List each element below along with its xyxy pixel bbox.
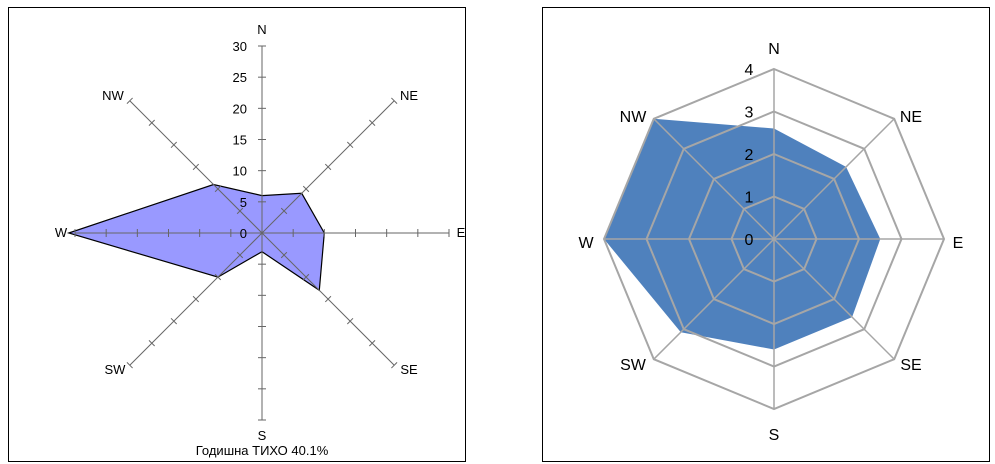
axis-se xyxy=(773,238,895,360)
axis-tick xyxy=(302,273,310,281)
radial-tick-label: 25 xyxy=(233,70,247,85)
axis-tick xyxy=(148,119,155,126)
axis-ne xyxy=(773,118,895,240)
direction-label-e: E xyxy=(953,235,964,252)
axis-tick xyxy=(369,340,376,347)
axis-tick xyxy=(192,295,200,303)
direction-label-se: SE xyxy=(900,357,921,374)
axis-tick xyxy=(280,251,288,259)
wind-rose-left-panel: 0 5 10 15 20 25 30 N NE E SE S SW W NW Годишна ТИХО 40.… xyxy=(8,7,466,462)
radial-tick-label: 0 xyxy=(745,232,754,249)
axis-tick xyxy=(126,97,133,104)
axis-tick xyxy=(280,207,288,215)
wind-rose-right-panel: 0 1 2 3 4 N NE E SE S SW W NW xyxy=(542,7,990,462)
direction-label-sw: SW xyxy=(620,357,647,374)
axis-tick xyxy=(391,362,398,369)
axis-tick xyxy=(324,295,332,303)
axis-tick xyxy=(170,317,178,325)
radial-tick-label: 20 xyxy=(233,101,247,116)
radial-tick-label: 3 xyxy=(745,105,754,122)
direction-label-s: S xyxy=(258,428,267,443)
direction-label-nw: NW xyxy=(620,109,648,126)
frequency-polygon xyxy=(604,118,881,350)
axis-tick xyxy=(192,163,200,171)
axis-nw xyxy=(653,118,775,240)
axis-sw xyxy=(653,238,775,360)
axis-tick xyxy=(346,317,354,325)
chart-caption: Годишна ТИХО 40.1% xyxy=(196,443,329,458)
direction-label-ne: NE xyxy=(400,88,418,103)
wind-rose-left-chart: 0 5 10 15 20 25 30 N NE E SE S SW W NW Годишна ТИХО 40.… xyxy=(55,22,466,458)
radial-tick-label: 5 xyxy=(240,195,247,210)
axis-tick xyxy=(346,141,354,149)
axis-tick xyxy=(214,185,222,193)
axis-tick xyxy=(302,185,310,193)
direction-label-n: N xyxy=(768,41,780,58)
direction-label-w: W xyxy=(578,235,594,252)
axis-tick xyxy=(324,163,332,171)
axis-tick xyxy=(170,141,178,149)
radial-tick-label: 1 xyxy=(745,190,754,207)
direction-label-e: E xyxy=(457,225,466,240)
axis-tick xyxy=(391,97,398,104)
radial-tick-label: 10 xyxy=(233,164,247,179)
direction-label-se: SE xyxy=(400,362,418,377)
direction-label-w: W xyxy=(55,225,68,240)
axis-tick xyxy=(214,273,222,281)
axis-tick xyxy=(148,340,155,347)
radial-tick-label: 30 xyxy=(233,39,247,54)
radial-tick-label: 4 xyxy=(745,62,754,79)
radial-tick-label: 2 xyxy=(745,147,754,164)
direction-label-n: N xyxy=(257,22,266,37)
direction-label-nw: NW xyxy=(102,88,124,103)
axis-tick xyxy=(236,207,244,215)
axis-tick xyxy=(369,119,376,126)
radial-tick-label: 15 xyxy=(233,133,247,148)
direction-label-ne: NE xyxy=(900,109,922,126)
axis-tick xyxy=(126,362,133,369)
axis-tick xyxy=(236,251,244,259)
wind-rose-right-chart: 0 1 2 3 4N NE E SE S SW W NW xyxy=(578,41,964,444)
direction-label-s: S xyxy=(769,427,780,444)
radial-tick-label: 0 xyxy=(240,226,247,241)
direction-label-sw: SW xyxy=(105,362,127,377)
frequency-polygon xyxy=(66,183,325,292)
